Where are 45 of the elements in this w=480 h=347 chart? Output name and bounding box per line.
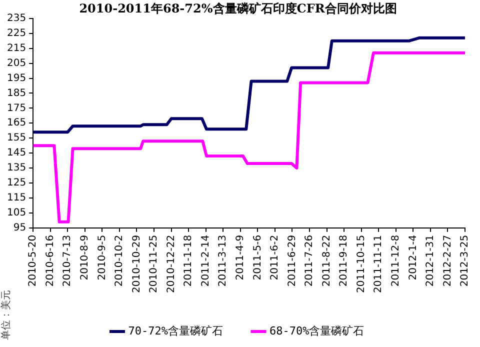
y-tick-label: 155	[6, 132, 26, 144]
y-tick-label: 125	[6, 178, 26, 189]
x-tick-label: 2012-2-27	[442, 234, 454, 287]
y-tick-label: 105	[6, 208, 26, 219]
x-tick-label: 2011-10-15	[356, 234, 367, 294]
y-tick-label: 225	[6, 28, 26, 39]
x-tick-label: 2010-9-5	[96, 234, 108, 280]
y-tick-label: 115	[6, 192, 26, 204]
y-tick-label: 165	[6, 118, 26, 129]
x-tick-label: 2010-11-25	[148, 234, 160, 294]
x-tick-label: 2011-12-8	[390, 234, 402, 287]
x-tick-label: 2011-9-18	[338, 234, 350, 287]
y-tick-label: 145	[6, 148, 26, 159]
x-tick-label: 2010-10-29	[131, 234, 142, 294]
chart-title: 2010-2011年68-72%含量磷矿石印度CFR合同价对比图	[79, 1, 397, 16]
x-tick-label: 2010-12-22	[166, 234, 177, 294]
x-tick-label: 2011-6-29	[286, 234, 298, 287]
y-tick-label: 235	[6, 12, 26, 24]
y-axis-title: 单位：美元	[0, 289, 13, 342]
x-tick-label: 2011-3-13	[218, 234, 229, 287]
x-tick-label: 2011-8-22	[321, 234, 332, 287]
x-tick-label: 2011-7-26	[304, 234, 316, 287]
y-tick-label: 205	[6, 58, 26, 69]
x-tick-label: 2011-11-11	[373, 234, 384, 294]
x-tick-label: 2010-5-20	[28, 234, 39, 287]
x-tick-label: 2010-6-16	[44, 234, 56, 287]
x-tick-label: 2010-7-13	[62, 234, 74, 287]
x-tick-label: 2011-2-14	[200, 234, 212, 287]
x-tick-label: 2011-1-18	[183, 234, 194, 287]
x-tick-label: 2011-6-2	[270, 234, 281, 280]
y-tick-label: 195	[6, 72, 26, 84]
x-tick-label: 2010-8-9	[80, 234, 91, 280]
x-tick-label: 2011-4-9	[235, 234, 246, 280]
y-tick-label: 175	[6, 102, 26, 114]
x-tick-label: 2011-5-6	[252, 234, 264, 280]
legend-label: 68-70%含量磷矿石	[270, 324, 364, 338]
x-tick-label: 2012-1-31	[425, 234, 436, 287]
y-tick-label: 95	[13, 222, 26, 234]
y-tick-label: 185	[6, 88, 26, 99]
y-tick-label: 135	[6, 162, 26, 174]
legend-label: 70-72%含量磷矿石	[128, 324, 224, 338]
y-tick-label: 215	[6, 42, 26, 54]
x-tick-label: 2012-1-4	[408, 234, 419, 280]
x-tick-label: 2010-10-2	[114, 234, 126, 287]
x-tick-label: 2012-3-25	[460, 234, 471, 287]
